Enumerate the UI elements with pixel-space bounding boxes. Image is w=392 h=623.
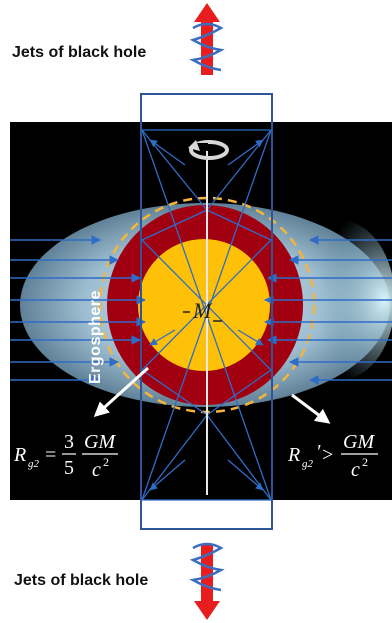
svg-text:2: 2 bbox=[103, 455, 109, 469]
svg-text:5: 5 bbox=[64, 457, 74, 479]
svg-text:=: = bbox=[45, 444, 56, 466]
svg-text:R: R bbox=[13, 444, 26, 466]
rotation-arrow-icon bbox=[188, 140, 229, 160]
jet-box bbox=[140, 93, 273, 530]
svg-text:>: > bbox=[322, 444, 333, 466]
jet-arrow-up-icon bbox=[189, 3, 225, 75]
ergosphere-label: Ergosphere bbox=[87, 290, 104, 384]
svg-text:c: c bbox=[92, 459, 101, 481]
svg-text:g2: g2 bbox=[28, 458, 40, 470]
svg-text:R: R bbox=[287, 444, 300, 466]
svg-text:2: 2 bbox=[362, 455, 368, 469]
jets-top-label: Jets of black hole bbox=[12, 44, 147, 61]
yellow-core bbox=[138, 239, 270, 371]
svg-text:′: ′ bbox=[316, 441, 321, 463]
jet-arrow-down-icon bbox=[189, 542, 225, 620]
equation-left: R g2 = 3 5 GM c 2 bbox=[13, 431, 118, 481]
svg-text:3: 3 bbox=[64, 431, 74, 453]
svg-text:GM: GM bbox=[343, 431, 375, 453]
pointer-arrow-right bbox=[291, 393, 331, 424]
jets-bottom-label: Jets of black hole bbox=[14, 572, 149, 589]
field-lines bbox=[10, 235, 392, 385]
equation-right: R g2 ′ > GM c 2 bbox=[287, 431, 378, 481]
svg-text:g2: g2 bbox=[302, 458, 314, 470]
diagonal-arrowheads bbox=[149, 139, 264, 491]
pointer-arrow-left bbox=[93, 366, 150, 418]
mass-label: M bbox=[192, 298, 213, 323]
svg-text:c: c bbox=[351, 459, 360, 481]
svg-text:GM: GM bbox=[84, 431, 116, 453]
